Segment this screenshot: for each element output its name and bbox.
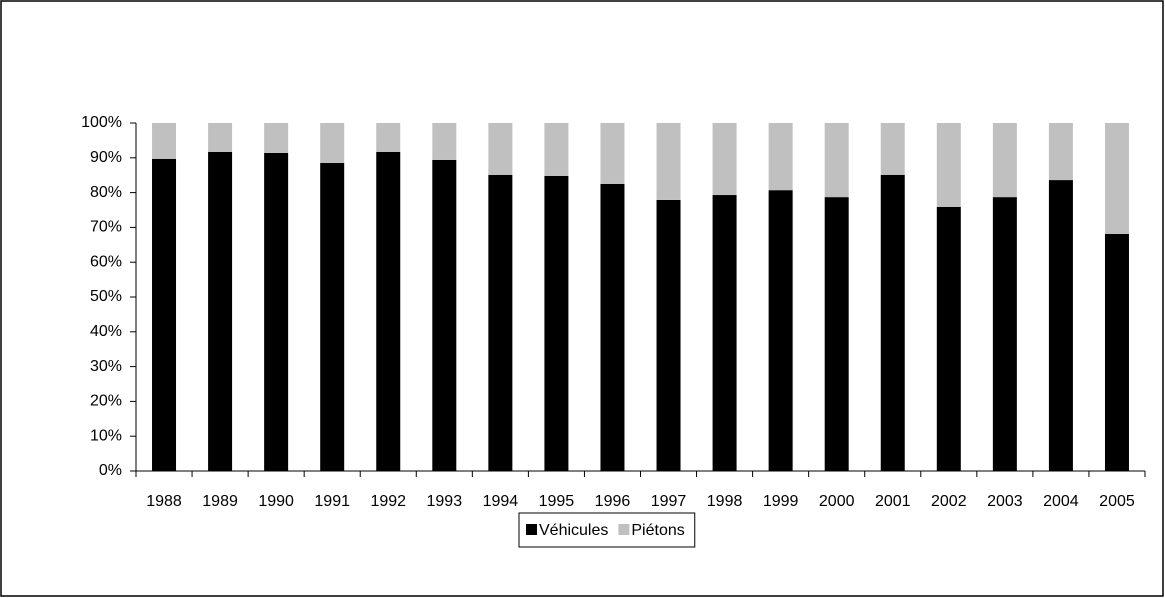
- bar-segment: [152, 158, 177, 471]
- legend-label: Véhicules: [539, 522, 608, 539]
- bar-segment: [656, 123, 681, 200]
- bar-segment: [376, 151, 401, 471]
- x-tick-label: 1999: [763, 493, 799, 510]
- x-tick-label: 1991: [314, 493, 350, 510]
- bar-segment: [768, 190, 793, 471]
- y-tick-label: 60%: [90, 253, 122, 270]
- y-tick-label: 40%: [90, 323, 122, 340]
- bar-segment: [880, 174, 905, 472]
- bar-segment: [824, 123, 849, 198]
- x-tick-label: 1994: [483, 493, 519, 510]
- x-tick-label: 1990: [258, 493, 294, 510]
- y-tick-label: 0%: [99, 462, 122, 479]
- y-tick-label: 10%: [90, 427, 122, 444]
- x-tick-label: 2004: [1043, 493, 1079, 510]
- x-tick-label: 1992: [370, 493, 406, 510]
- bar-segment: [936, 123, 961, 207]
- bar-segment: [432, 123, 457, 160]
- bar-segment: [488, 123, 513, 175]
- bar-segment: [656, 199, 681, 471]
- bar-segment: [544, 175, 569, 471]
- y-tick-label: 70%: [90, 219, 122, 236]
- x-tick-label: 1989: [202, 493, 238, 510]
- legend-box: [518, 512, 696, 548]
- bar-segment: [768, 123, 793, 191]
- legend-label: Piétons: [631, 522, 684, 539]
- bar-segment: [320, 123, 345, 164]
- y-tick-label: 30%: [90, 358, 122, 375]
- bar-segment: [264, 152, 289, 472]
- bar-segment: [880, 123, 905, 175]
- bar-segment: [992, 123, 1017, 198]
- x-tick-label: 1998: [707, 493, 743, 510]
- x-tick-label: 2001: [875, 493, 911, 510]
- y-tick-label: 100%: [81, 114, 122, 131]
- bar-segment: [1104, 234, 1129, 471]
- bar-segment: [264, 123, 289, 153]
- bar-segment: [1104, 123, 1129, 235]
- bar-segment: [208, 151, 233, 471]
- bar-segment: [488, 174, 513, 472]
- bar-segment: [376, 123, 401, 152]
- y-tick-label: 50%: [90, 288, 122, 305]
- x-tick-label: 2003: [987, 493, 1023, 510]
- bar-segment: [208, 123, 233, 152]
- bar-segment: [1048, 180, 1073, 471]
- bar-segment: [936, 206, 961, 472]
- x-tick-label: 1996: [595, 493, 631, 510]
- legend-swatch: [526, 524, 537, 535]
- y-tick-label: 20%: [90, 393, 122, 410]
- bar-segment: [600, 183, 625, 471]
- x-tick-label: 2000: [819, 493, 855, 510]
- y-tick-label: 80%: [90, 184, 122, 201]
- bar-segment: [824, 197, 849, 471]
- x-tick-label: 1995: [539, 493, 575, 510]
- bar-segment: [1048, 123, 1073, 181]
- bar-segment: [712, 123, 737, 196]
- bar-segment: [600, 123, 625, 184]
- x-tick-label: 1988: [146, 493, 182, 510]
- bar-segment: [992, 197, 1017, 471]
- bar-segment: [152, 123, 177, 159]
- x-tick-label: 2002: [931, 493, 967, 510]
- bar-segment: [432, 159, 457, 471]
- bar-segment: [712, 195, 737, 471]
- x-tick-label: 1997: [651, 493, 687, 510]
- x-tick-label: 2005: [1099, 493, 1135, 510]
- bar-segment: [320, 163, 345, 471]
- bar-segment: [544, 123, 569, 176]
- y-tick-label: 90%: [90, 149, 122, 166]
- x-tick-label: 1993: [427, 493, 463, 510]
- legend-swatch: [618, 524, 630, 535]
